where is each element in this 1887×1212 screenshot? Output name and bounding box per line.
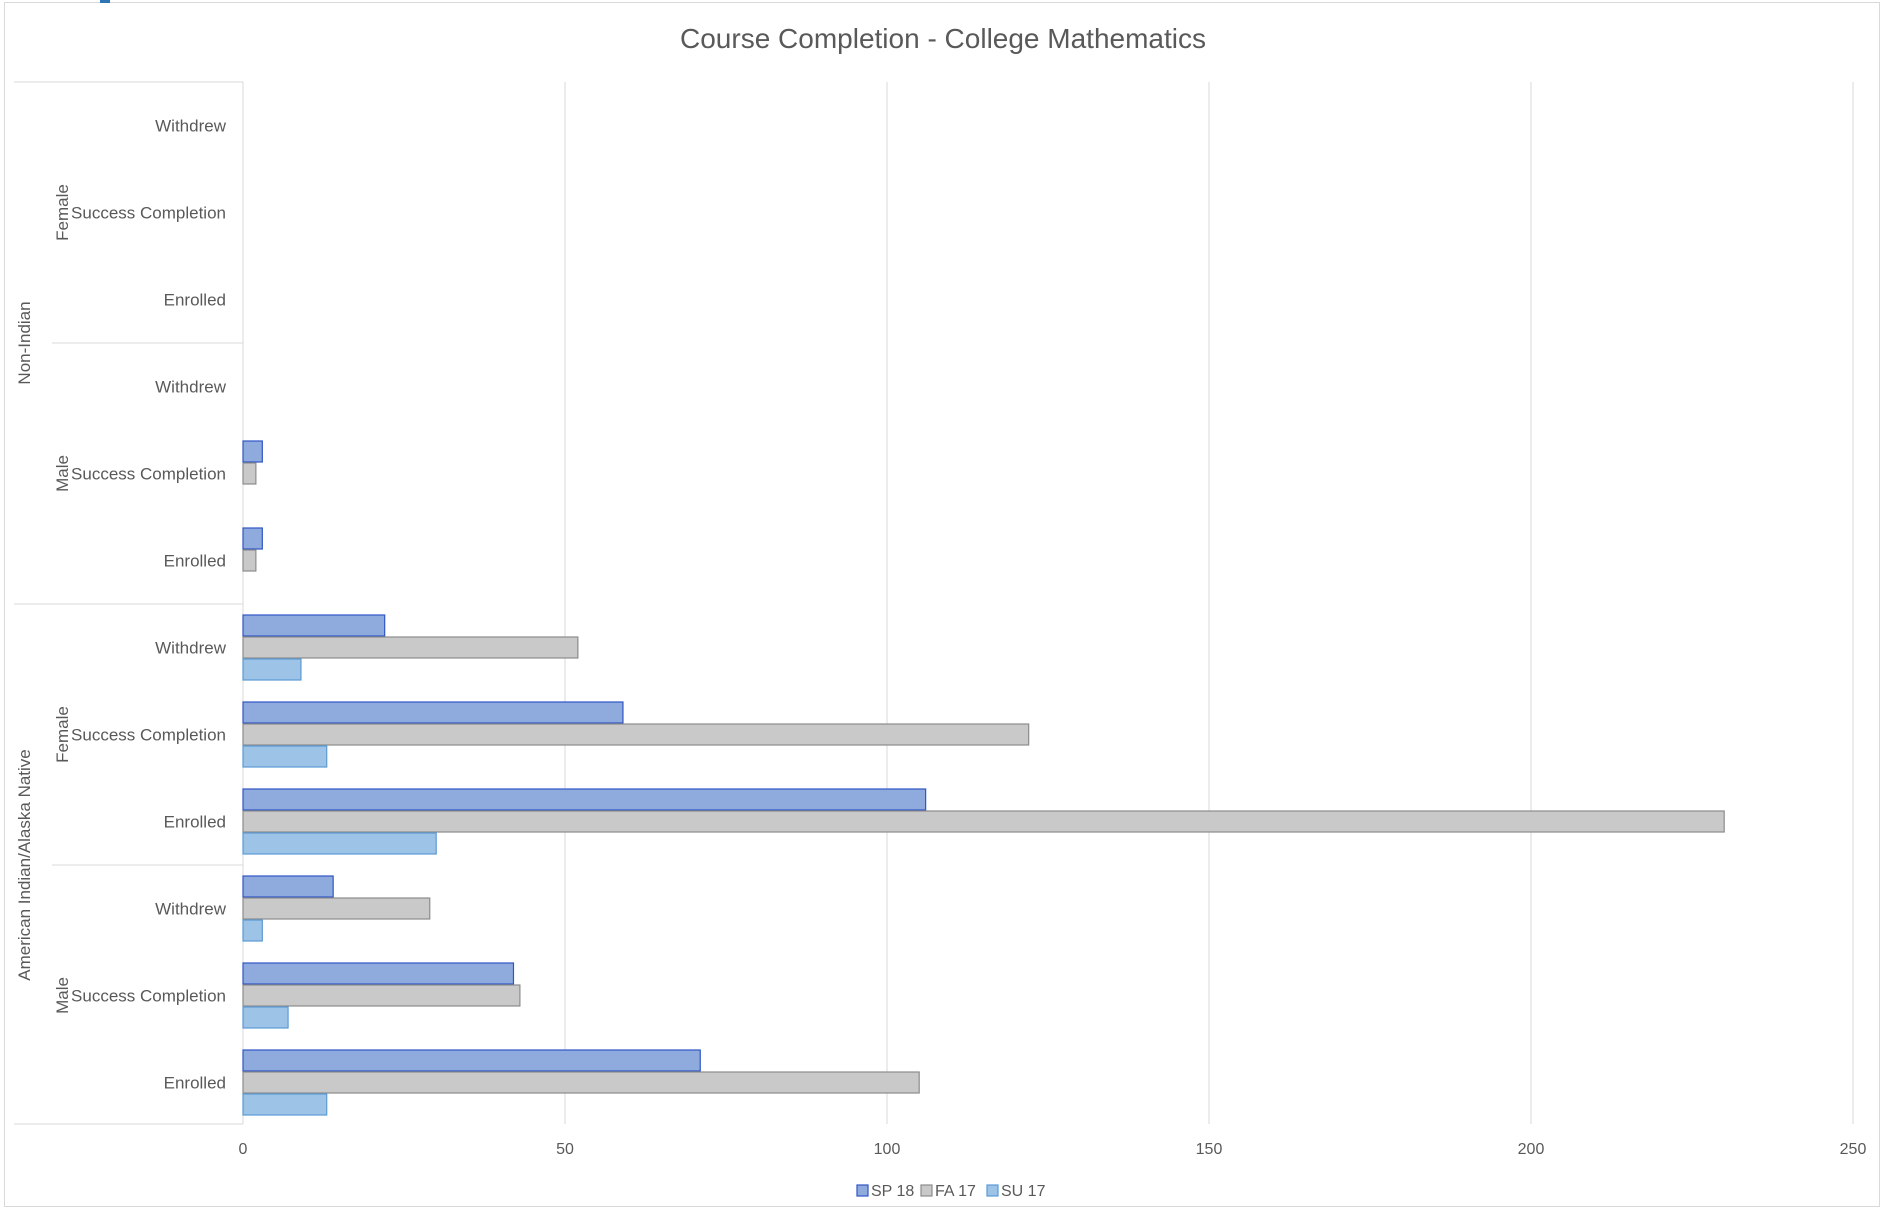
legend-swatch (920, 1184, 933, 1197)
legend: SP 18 FA 17 SU 17 (856, 1183, 1046, 1200)
gridlines (14, 81, 1854, 1125)
bar (242, 897, 431, 920)
legend-swatch (856, 1184, 869, 1197)
category-label: Withdrew (155, 900, 227, 919)
bar (242, 1006, 289, 1029)
bar (242, 723, 1030, 746)
x-tick-label: 100 (874, 1141, 901, 1158)
bar (242, 962, 515, 985)
bar (242, 1071, 920, 1094)
bar (242, 549, 257, 572)
bar (242, 875, 334, 898)
selection-handle (100, 0, 110, 3)
bar (242, 701, 624, 724)
x-axis-ticks: 0 50 100 150 200 250 (239, 1141, 1867, 1158)
subgroup-label: Female (53, 184, 72, 241)
subgroup-label: Male (53, 455, 72, 492)
bars (242, 440, 1725, 1116)
bar (242, 919, 263, 942)
category-label: Withdrew (155, 639, 227, 658)
x-tick-label: 200 (1518, 1141, 1545, 1158)
bar (242, 658, 302, 681)
category-label: Withdrew (155, 378, 227, 397)
legend-label: SU 17 (1001, 1183, 1046, 1200)
bar (242, 810, 1725, 833)
category-labels: Withdrew Success Completion Enrolled Female… (15, 117, 227, 1093)
category-label: Enrolled (164, 813, 226, 832)
category-label: Enrolled (164, 291, 226, 310)
bar (242, 1049, 701, 1072)
x-tick-label: 0 (239, 1141, 248, 1158)
category-label: Success Completion (71, 726, 226, 745)
category-label: Success Completion (71, 465, 226, 484)
category-label: Enrolled (164, 552, 226, 571)
bar (242, 984, 521, 1007)
bar (242, 527, 263, 550)
group-label: Non-Indian (15, 301, 34, 384)
chart-frame (4, 2, 1880, 1207)
legend-swatch (986, 1184, 999, 1197)
category-label: Enrolled (164, 1074, 226, 1093)
bar (242, 462, 257, 485)
bar (242, 614, 386, 637)
bar (242, 832, 437, 855)
subgroup-label: Male (53, 977, 72, 1014)
subgroup-label: Female (53, 706, 72, 763)
x-tick-label: 250 (1840, 1141, 1867, 1158)
legend-label: SP 18 (871, 1183, 914, 1200)
legend-label: FA 17 (935, 1183, 976, 1200)
x-tick-label: 50 (556, 1141, 574, 1158)
category-label: Success Completion (71, 987, 226, 1006)
chart-title: Course Completion - College Mathematics (680, 23, 1206, 54)
bar (242, 1093, 328, 1116)
group-label: American Indian/Alaska Native (15, 749, 34, 981)
bar (242, 745, 328, 768)
category-label: Withdrew (155, 117, 227, 136)
bar (242, 440, 263, 463)
x-tick-label: 150 (1196, 1141, 1223, 1158)
category-label: Success Completion (71, 204, 226, 223)
bar (242, 636, 579, 659)
bar (242, 788, 927, 811)
